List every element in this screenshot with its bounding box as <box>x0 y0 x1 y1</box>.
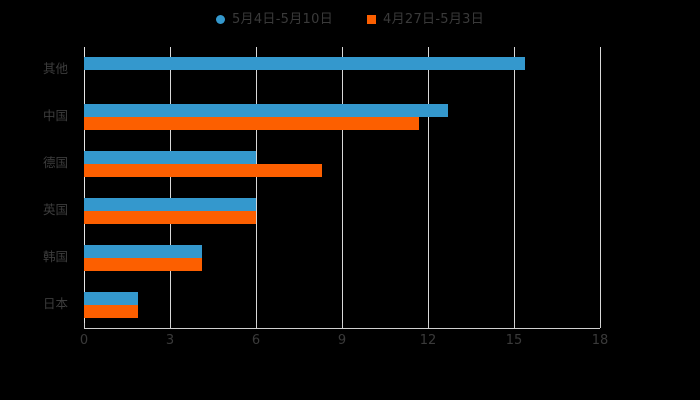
legend-circle-marker-icon <box>215 14 225 24</box>
legend-square-marker-icon <box>367 14 376 24</box>
y-axis-category-labels: 其他中国德国英国韩国日本 <box>0 47 76 328</box>
plot-area <box>84 47 601 328</box>
x-tick-label-15: 15 <box>505 333 523 348</box>
x-axis: 0 3 6 9 12 15 18 <box>80 323 608 362</box>
gridline-x-9 <box>342 47 343 328</box>
x-tick-mark-18 <box>600 323 601 328</box>
legend-label-series-0: 5月4日-5月10日 <box>231 11 333 27</box>
bar-0-5[interactable] <box>84 291 139 305</box>
bar-1-4[interactable] <box>84 257 202 271</box>
bar-1-5[interactable] <box>84 304 139 318</box>
y-axis-label-3: 英国 <box>42 201 68 217</box>
legend-entry-series-1[interactable]: 4月27日-5月3日 <box>367 13 484 26</box>
legend-label-series-1: 4月27日-5月3日 <box>383 11 485 27</box>
bar-0-0[interactable] <box>84 57 526 71</box>
chart-legend: 5月4日-5月10日 4月27日-5月3日 <box>0 8 700 30</box>
x-tick-mark-3 <box>170 323 171 328</box>
bar-1-3[interactable] <box>84 210 256 224</box>
x-tick-label-0: 0 <box>79 333 89 348</box>
x-tick-mark-15 <box>514 323 515 328</box>
bar-0-4[interactable] <box>84 244 202 258</box>
bar-1-2[interactable] <box>84 164 322 178</box>
y-axis-label-1: 中国 <box>42 108 68 124</box>
gridline-x-3 <box>170 47 171 328</box>
x-axis-line <box>84 328 600 329</box>
gridline-x-12 <box>428 47 429 328</box>
x-tick-label-12: 12 <box>419 333 437 348</box>
gridline-x-0 <box>84 47 85 328</box>
gridline-x-6 <box>256 47 257 328</box>
bar-0-1[interactable] <box>84 104 449 118</box>
x-tick-mark-9 <box>342 323 343 328</box>
x-tick-label-3: 3 <box>165 333 175 348</box>
bar-1-1[interactable] <box>84 117 420 131</box>
y-axis-label-0: 其他 <box>42 61 68 77</box>
legend-entry-series-0[interactable]: 5月4日-5月10日 <box>215 11 333 27</box>
x-tick-mark-6 <box>256 323 257 328</box>
x-tick-label-6: 6 <box>251 333 261 348</box>
bar-0-2[interactable] <box>84 151 256 165</box>
bar-0-3[interactable] <box>84 197 256 211</box>
y-axis-label-4: 韩国 <box>42 248 68 264</box>
x-tick-mark-0 <box>84 323 85 328</box>
gridline-x-18 <box>600 47 601 328</box>
x-tick-mark-12 <box>428 323 429 328</box>
y-axis-label-5: 日本 <box>42 295 68 311</box>
x-tick-label-18: 18 <box>591 333 609 348</box>
gridline-x-15 <box>514 47 515 328</box>
x-tick-label-9: 9 <box>337 333 347 348</box>
y-axis-label-2: 德国 <box>42 155 68 171</box>
